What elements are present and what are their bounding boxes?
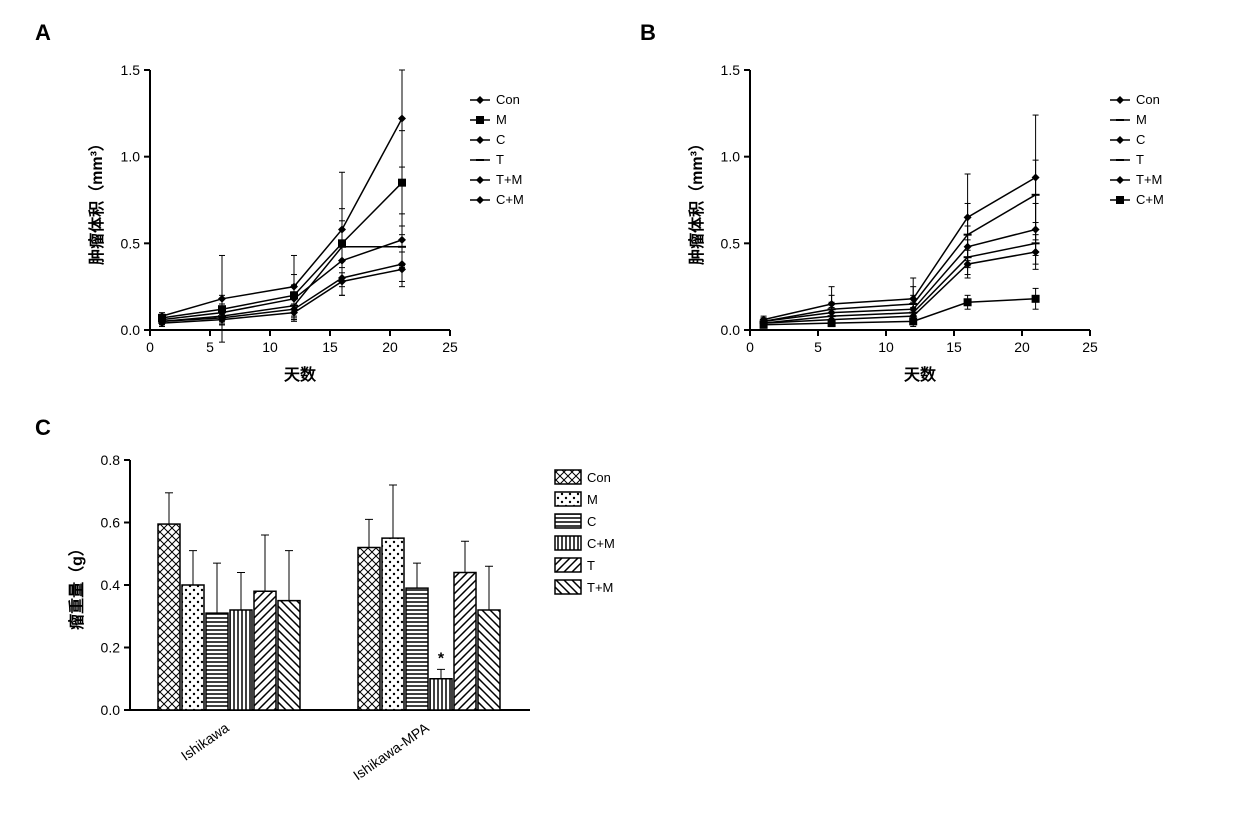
svg-text:Con: Con [496,92,520,107]
svg-text:C: C [587,514,596,529]
panel-c-label: C [35,415,51,441]
svg-text:0.8: 0.8 [101,452,121,468]
svg-text:T: T [1136,152,1144,167]
svg-text:15: 15 [322,339,338,355]
svg-text:C: C [496,132,505,147]
chart-b: 0 5 10 15 20 25 0.0 0.5 1.0 1.5 天数 肿瘤体积（mm³） Con MCTT… [680,50,1220,400]
svg-text:5: 5 [814,339,822,355]
svg-text:0.0: 0.0 [101,702,121,718]
svg-text:0.2: 0.2 [101,640,121,656]
svg-text:天数: 天数 [284,365,317,384]
svg-text:*: * [438,650,445,667]
svg-text:M: M [587,492,598,507]
svg-text:1.5: 1.5 [121,62,141,78]
svg-text:肿瘤体积（mm³）: 肿瘤体积（mm³） [687,135,706,265]
svg-text:25: 25 [442,339,458,355]
svg-text:肿瘤体积（mm³）: 肿瘤体积（mm³） [87,135,106,265]
svg-text:Ishikawa-MPA: Ishikawa-MPA [350,719,432,783]
svg-text:0.5: 0.5 [121,235,141,251]
svg-text:1.5: 1.5 [721,62,741,78]
svg-text:5: 5 [206,339,214,355]
svg-text:T+M: T+M [496,172,522,187]
svg-text:Ishikawa: Ishikawa [178,719,232,763]
svg-text:1.0: 1.0 [721,149,741,165]
svg-text:0.5: 0.5 [721,235,741,251]
svg-text:15: 15 [946,339,962,355]
svg-text:M: M [496,112,507,127]
panel-b-label: B [640,20,656,46]
svg-text:T: T [587,558,595,573]
svg-text:0: 0 [146,339,154,355]
svg-text:C+M: C+M [1136,192,1164,207]
svg-text:25: 25 [1082,339,1098,355]
svg-text:0: 0 [746,339,754,355]
svg-text:T: T [496,152,504,167]
svg-text:20: 20 [1014,339,1030,355]
svg-text:0.6: 0.6 [101,515,121,531]
svg-text:Con: Con [587,470,611,485]
svg-text:M: M [1136,112,1147,127]
svg-text:T+M: T+M [587,580,613,595]
panel-a-label: A [35,20,51,46]
svg-text:0.4: 0.4 [101,577,121,593]
figure: A B C 0 5 10 15 20 25 0.0 0.5 1.0 1.5 天数 肿瘤体积（mm³） C… [20,20,1220,808]
svg-text:C: C [1136,132,1145,147]
svg-text:C+M: C+M [587,536,615,551]
svg-text:0.0: 0.0 [121,322,141,338]
svg-text:0.0: 0.0 [721,322,741,338]
svg-text:20: 20 [382,339,398,355]
svg-text:10: 10 [878,339,894,355]
svg-text:C+M: C+M [496,192,524,207]
svg-text:天数: 天数 [904,365,937,384]
svg-text:1.0: 1.0 [121,149,141,165]
chart-c: 0.0 0.2 0.4 0.6 0.8 瘤重量（g） Ishikawa * Ishikawa-M… [60,440,680,810]
svg-text:T+M: T+M [1136,172,1162,187]
chart-a: 0 5 10 15 20 25 0.0 0.5 1.0 1.5 天数 肿瘤体积（mm³） Con MCTT… [80,50,580,400]
svg-text:瘤重量（g）: 瘤重量（g） [67,540,86,630]
svg-text:10: 10 [262,339,278,355]
svg-text:Con: Con [1136,92,1160,107]
